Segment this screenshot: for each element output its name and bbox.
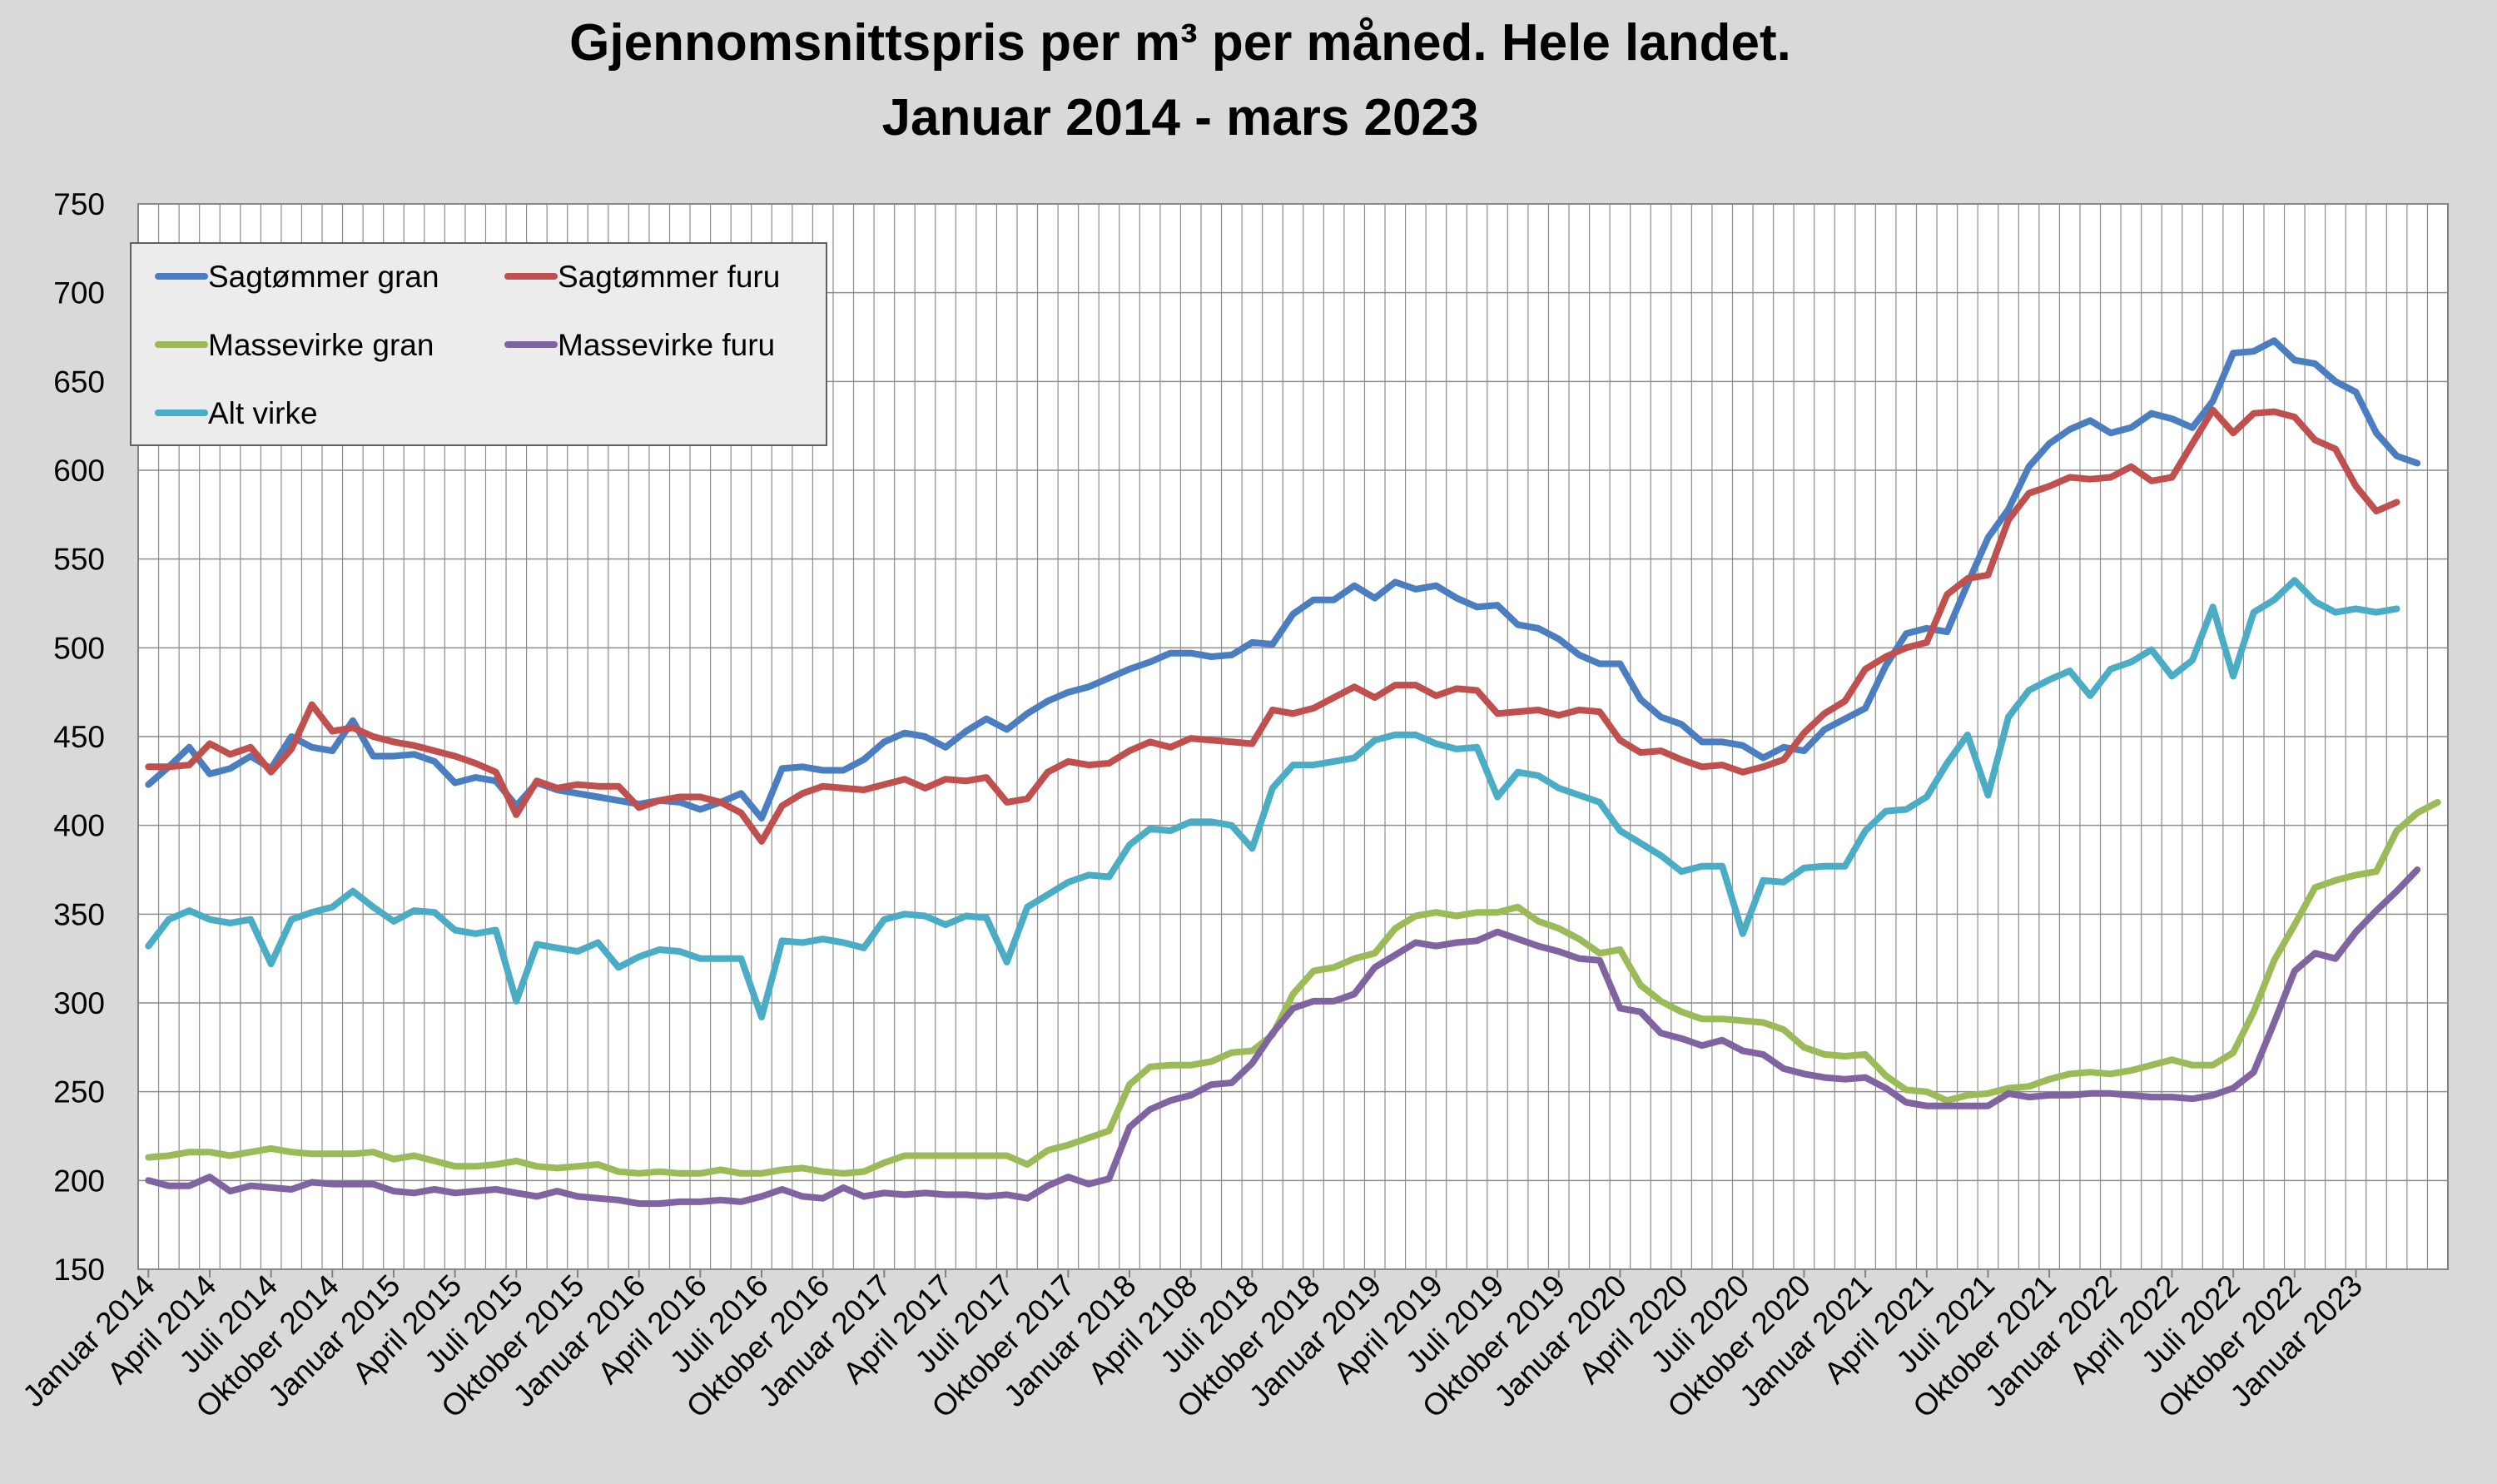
y-tick-label: 550	[53, 543, 105, 577]
y-tick-label: 650	[53, 365, 105, 399]
legend-label-sagtommer-gran: Sagtømmer gran	[208, 260, 439, 294]
series-line-massevirke-furu	[145, 866, 2421, 1208]
y-tick-label: 200	[53, 1164, 105, 1198]
y-tick-label: 350	[53, 897, 105, 931]
y-tick-label: 150	[53, 1253, 105, 1287]
legend-label-massevirke-furu: Massevirke furu	[558, 328, 775, 362]
y-tick-label: 750	[53, 187, 105, 221]
series-line-massevirke-gran	[145, 798, 2441, 1177]
legend-label-alt-virke: Alt virke	[208, 396, 318, 430]
y-tick-label: 700	[53, 276, 105, 310]
series-lines	[145, 337, 2441, 1208]
legend-box	[130, 242, 827, 446]
y-tick-label: 450	[53, 720, 105, 754]
y-tick-label: 500	[53, 631, 105, 665]
y-axis: 150 200 250 300 350 400 450 500 550 600 650 700 750	[53, 187, 105, 1287]
series-line-sagtommer-furu	[145, 406, 2400, 845]
legend-label-massevirke-gran: Massevirke gran	[208, 328, 434, 362]
series-line-alt-virke	[145, 577, 2400, 1021]
y-tick-label: 300	[53, 986, 105, 1020]
chart-title: Gjennomsnittspris per m³ per måned. Hele…	[569, 14, 1791, 72]
y-tick-label: 250	[53, 1075, 105, 1109]
chart-subtitle: Januar 2014 - mars 2023	[882, 89, 1479, 146]
legend-label-sagtommer-furu: Sagtømmer furu	[558, 260, 780, 294]
y-tick-label: 600	[53, 454, 105, 488]
legend: Sagtømmer gran Sagtømmer furu Massevirke g…	[130, 242, 827, 446]
y-tick-label: 400	[53, 809, 105, 843]
